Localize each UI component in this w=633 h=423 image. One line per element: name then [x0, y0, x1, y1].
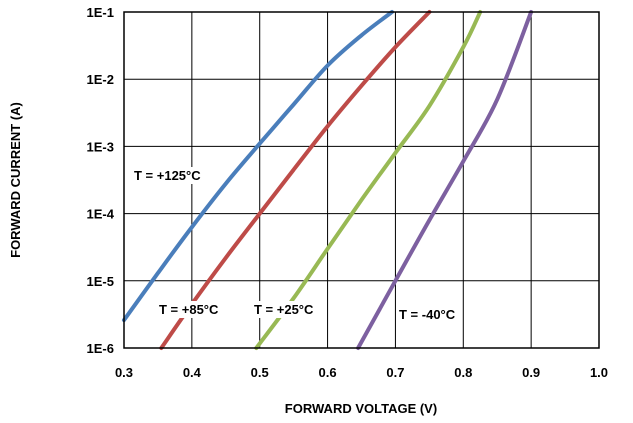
series-label: T = +25°C: [254, 302, 314, 317]
x-axis-ticks: 0.3 0.4 0.5 0.6 0.7 0.8 0.9 1.0: [115, 365, 608, 380]
x-tick-label: 0.7: [386, 365, 404, 380]
y-tick-label: 1E-1: [87, 5, 114, 20]
series-lines: [122, 10, 534, 350]
plot-border: [123, 11, 600, 349]
series-label: T = -40°C: [399, 307, 456, 322]
x-tick-label: 0.5: [251, 365, 269, 380]
x-tick-label: 0.6: [319, 365, 337, 380]
series-labels: T = +125°C T = +85°C T = +25°C T = -40°C: [132, 167, 458, 323]
x-tick-label: 0.9: [522, 365, 540, 380]
series-line: [122, 10, 394, 323]
series-label: T = +85°C: [159, 302, 219, 317]
y-tick-label: 1E-4: [87, 207, 115, 222]
series-label-background: [132, 167, 204, 184]
y-tick-label: 1E-3: [87, 139, 114, 154]
y-tick-label: 1E-6: [87, 341, 114, 356]
x-tick-label: 0.4: [183, 365, 202, 380]
series-label-background: [252, 301, 317, 318]
series-line: [254, 10, 483, 350]
y-tick-label: 1E-2: [87, 72, 114, 87]
x-tick-label: 1.0: [590, 365, 608, 380]
x-tick-label: 0.8: [454, 365, 472, 380]
series-label: T = +125°C: [134, 168, 201, 183]
y-axis-ticks: 1E-6 1E-5 1E-4 1E-3 1E-2 1E-1: [87, 5, 115, 356]
series-label-background: [397, 306, 458, 323]
series-label-background: [157, 301, 222, 318]
x-tick-label: 0.3: [115, 365, 133, 380]
series-line: [356, 10, 534, 350]
series-line: [159, 10, 432, 350]
y-tick-label: 1E-5: [87, 274, 114, 289]
x-axis-title: FORWARD VOLTAGE (V): [285, 401, 437, 416]
y-axis-title: FORWARD CURRENT (A): [8, 102, 23, 258]
